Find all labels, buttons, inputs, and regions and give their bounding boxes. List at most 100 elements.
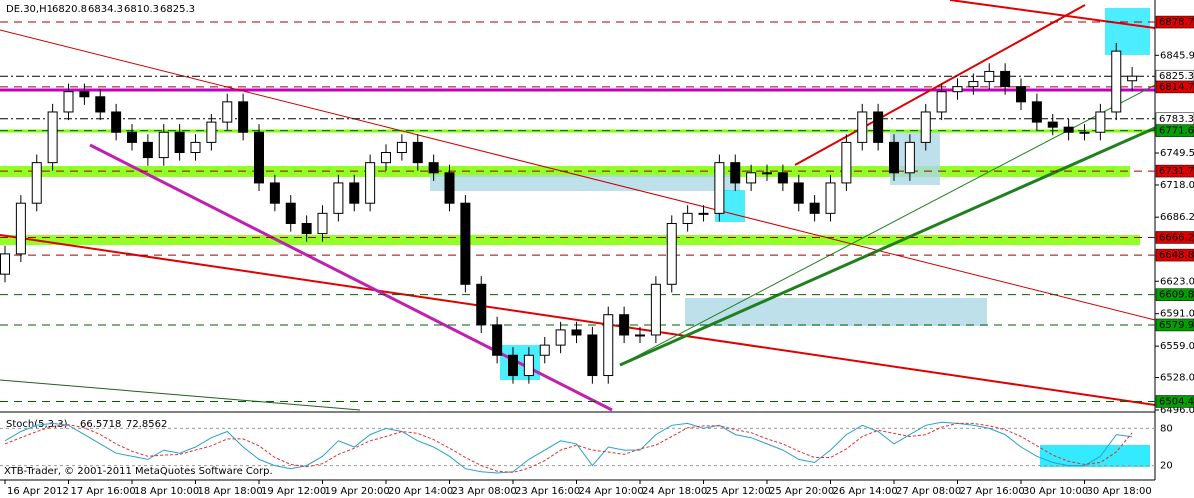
candle-body — [428, 162, 439, 174]
candle-body — [63, 91, 74, 113]
x-tick-label: 18 Apr 10:00 — [134, 486, 199, 497]
zone — [1040, 445, 1150, 467]
candle-body — [285, 202, 296, 224]
candle-body — [968, 81, 979, 88]
candle-body — [841, 141, 852, 184]
indicator-tick-label: 80 — [1160, 423, 1173, 434]
y-tick-label: 6528.0 — [1160, 373, 1194, 384]
candle-body — [762, 172, 772, 175]
candle-body — [793, 182, 804, 204]
candle-body — [1016, 86, 1026, 103]
candle-body — [190, 141, 201, 154]
candle-body — [777, 172, 788, 184]
candle-body — [666, 222, 677, 285]
candle-body — [317, 212, 328, 235]
candle-body — [730, 162, 741, 184]
candle-body — [95, 96, 106, 113]
level-label: 6666.2 — [1159, 232, 1194, 243]
y-tick-label: 6718.0 — [1160, 180, 1194, 191]
header-low: 6810.3 — [124, 4, 159, 15]
x-tick-label: 23 Apr 08:00 — [452, 486, 517, 497]
candle-body — [523, 354, 534, 377]
x-tick-label: 18 Apr 18:00 — [198, 486, 263, 497]
candle-body — [920, 111, 931, 143]
x-tick-label: 25 Apr 20:00 — [769, 486, 834, 497]
trend-line — [0, 234, 1156, 406]
candle-body — [1000, 70, 1011, 88]
candle-body — [1047, 121, 1058, 128]
candle-body — [238, 101, 249, 133]
candle-body — [857, 111, 868, 143]
level-label: 6783.3 — [1159, 114, 1194, 125]
candle-body — [571, 329, 582, 336]
y-tick-label: 6845.9 — [1160, 50, 1194, 61]
level-badge — [1155, 15, 1194, 29]
level-badge — [1155, 248, 1194, 262]
candle-body — [873, 111, 884, 143]
candle-body — [825, 182, 836, 214]
y-tick-label: 6749.5 — [1160, 148, 1194, 159]
candle-body — [396, 141, 407, 154]
x-tick-label: 30 Apr 10:00 — [1023, 486, 1088, 497]
candle-body — [127, 131, 137, 143]
candle-body — [142, 141, 153, 159]
x-tick-label: 17 Apr 16:00 — [71, 486, 136, 497]
candle-body — [698, 212, 709, 215]
x-tick-label: 25 Apr 12:00 — [706, 486, 771, 497]
trend-line — [619, 126, 1156, 367]
candle-body — [412, 141, 423, 164]
candle-body — [1111, 50, 1122, 113]
candle-body — [1079, 131, 1090, 134]
level-label: 6771.6 — [1159, 126, 1194, 137]
y-tick-label: 6591.0 — [1160, 309, 1194, 320]
level-label: 6814.7 — [1159, 82, 1194, 93]
zone — [685, 298, 987, 326]
level-label: 6579.9 — [1159, 320, 1194, 331]
candle-body — [174, 131, 185, 154]
level-badge — [1155, 164, 1194, 178]
indicator-name: Stoch(5,3,3) — [6, 419, 68, 430]
candle-body — [47, 111, 58, 164]
candle-body — [635, 334, 645, 337]
x-tick-label: 27 Apr 16:00 — [960, 486, 1025, 497]
candle-body — [619, 314, 630, 336]
header-close: 6825.3 — [160, 4, 195, 15]
x-tick-label: 19 Apr 20:00 — [325, 486, 390, 497]
candle-body — [381, 152, 391, 164]
x-tick-label: 16 Apr 2012 — [7, 486, 69, 497]
candle-body — [444, 172, 455, 204]
candle-body — [809, 202, 820, 214]
candle-body — [158, 131, 169, 159]
candle-body — [79, 91, 90, 98]
x-tick-label: 24 Apr 10:00 — [579, 486, 644, 497]
candle-body — [889, 141, 899, 174]
candle-body — [0, 253, 10, 275]
x-tick-label: 19 Apr 12:00 — [261, 486, 326, 497]
indicator-signal: 72.8562 — [126, 419, 167, 430]
trend-line — [794, 4, 1086, 166]
candle-body — [1127, 75, 1138, 82]
candle-body — [31, 162, 42, 204]
x-tick-label: 24 Apr 18:00 — [642, 486, 707, 497]
zone — [1105, 8, 1150, 55]
indicator-line — [4, 421, 1133, 474]
y-tick-label: 6686.2 — [1160, 212, 1194, 223]
candle-body — [603, 314, 614, 377]
x-tick-label: 26 Apr 14:00 — [833, 486, 898, 497]
y-tick-label: 6559.0 — [1160, 341, 1194, 352]
candle-body — [1063, 126, 1074, 133]
header-high: 6834.3 — [88, 4, 123, 15]
level-badge — [1155, 288, 1194, 301]
level-label: 6504.4 — [1159, 396, 1194, 407]
level-badge — [1155, 80, 1194, 94]
candle-body — [476, 283, 487, 326]
level-badge — [1155, 395, 1194, 408]
level-label: 6609.8 — [1159, 290, 1194, 301]
zone — [0, 235, 1140, 245]
trend-line — [0, 29, 1156, 321]
candle-body — [365, 162, 376, 204]
level-badge — [1155, 318, 1194, 332]
candle-body — [539, 344, 550, 356]
